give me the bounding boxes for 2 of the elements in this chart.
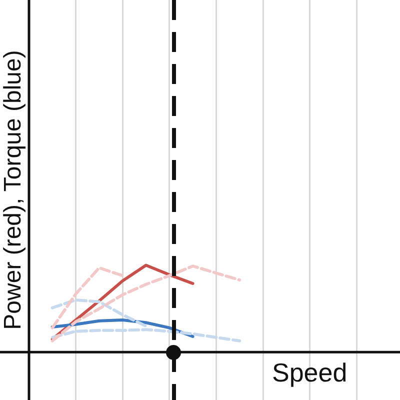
- x-axis-title: Speed: [272, 357, 348, 388]
- y-axis-title: Power (red), Torque (blue): [0, 50, 27, 330]
